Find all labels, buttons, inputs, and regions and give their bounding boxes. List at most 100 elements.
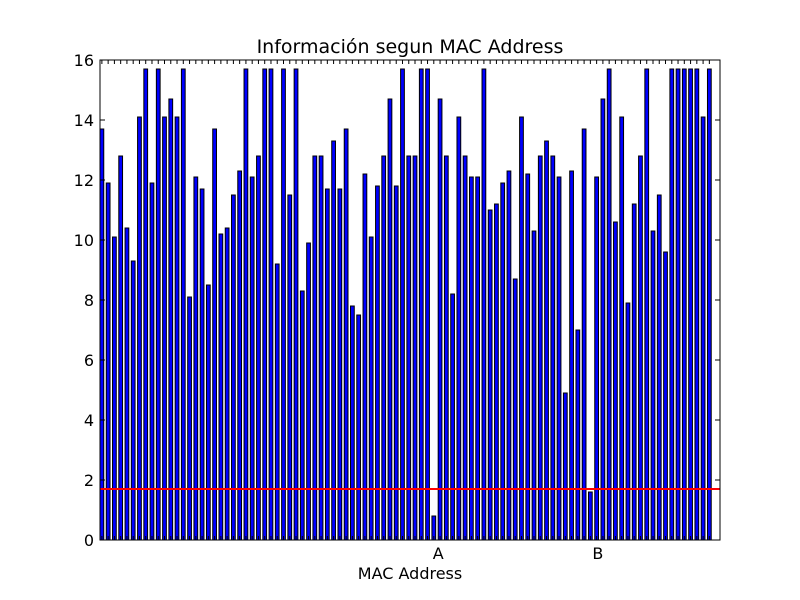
- bar-57: [456, 116, 462, 541]
- bar-33: [306, 242, 311, 541]
- bar-3: [118, 155, 124, 541]
- bar-59: [468, 176, 474, 541]
- bar-12: [174, 116, 180, 541]
- bar-11: [168, 98, 174, 541]
- bar-72: [550, 155, 556, 541]
- bar-10: [162, 116, 167, 541]
- bar-8: [149, 182, 155, 541]
- bar-70: [537, 155, 543, 541]
- bar-60: [475, 176, 481, 541]
- bar-40: [350, 305, 355, 541]
- y-tick-label-4: 4: [84, 411, 94, 430]
- bar-19: [218, 233, 224, 541]
- bar-15: [193, 176, 199, 541]
- bar-82: [613, 221, 618, 541]
- y-tick-label-16: 16: [74, 51, 94, 70]
- bar-48: [400, 68, 405, 541]
- bar-96: [700, 116, 706, 541]
- bar-2: [112, 236, 117, 541]
- bar-83: [619, 116, 625, 541]
- y-tick-label-8: 8: [84, 291, 94, 310]
- bar-67: [519, 116, 524, 541]
- bar-44: [375, 185, 380, 541]
- bar-35: [318, 155, 324, 541]
- bar-39: [343, 128, 349, 541]
- bar-38: [337, 188, 343, 541]
- bar-54: [437, 98, 443, 541]
- bar-41: [356, 314, 362, 541]
- bar-68: [525, 173, 531, 541]
- bar-58: [462, 155, 468, 541]
- bar-9: [155, 68, 161, 541]
- bar-55: [443, 155, 449, 541]
- bar-90: [663, 251, 668, 541]
- bar-36: [324, 188, 330, 541]
- bar-78: [587, 491, 593, 541]
- bar-6: [137, 116, 142, 541]
- y-axis: 0 2 4 6 8 10 12 14 16: [74, 51, 720, 550]
- bar-91: [669, 68, 675, 541]
- bar-43: [368, 236, 374, 541]
- bar-86: [638, 155, 643, 541]
- y-tick-label-0: 0: [84, 531, 94, 550]
- bar-51: [418, 68, 424, 541]
- bar-97: [706, 68, 712, 541]
- bar-24: [249, 176, 255, 541]
- bar-45: [381, 155, 387, 541]
- bar-87: [644, 68, 650, 541]
- y-tick-label-6: 6: [84, 351, 94, 370]
- chart-title: Información segun MAC Address: [257, 36, 564, 58]
- bar-56: [450, 293, 455, 541]
- y-tick-label-10: 10: [74, 231, 94, 250]
- bar-71: [544, 140, 549, 541]
- bars: [99, 68, 712, 541]
- bar-76: [575, 329, 581, 541]
- bar-20: [224, 227, 230, 541]
- bar-61: [481, 68, 487, 541]
- bar-16: [199, 188, 205, 541]
- bar-28: [274, 263, 280, 541]
- bar-32: [299, 290, 305, 541]
- bar-65: [506, 170, 512, 541]
- bar-29: [281, 68, 286, 541]
- bar-84: [625, 302, 631, 541]
- bar-73: [556, 176, 562, 541]
- bar-37: [331, 140, 336, 541]
- bar-47: [393, 185, 399, 541]
- bar-50: [412, 155, 418, 541]
- bar-25: [256, 155, 261, 541]
- y-tick-label-12: 12: [74, 171, 94, 190]
- y-tick-label-14: 14: [74, 111, 94, 130]
- bar-66: [512, 278, 518, 541]
- bar-46: [387, 98, 393, 541]
- bar-69: [531, 230, 537, 541]
- bar-80: [600, 98, 606, 541]
- bar-23: [243, 68, 249, 541]
- bar-31: [293, 68, 299, 541]
- bar-4: [124, 227, 130, 541]
- bar-94: [688, 68, 693, 541]
- x-axis-label: MAC Address: [358, 564, 462, 583]
- bar-95: [694, 68, 700, 541]
- x-tick-label-B: B: [592, 544, 603, 563]
- bar-88: [650, 230, 656, 541]
- bar-77: [581, 128, 587, 541]
- bar-74: [562, 392, 568, 541]
- bar-7: [143, 68, 149, 541]
- bar-52: [425, 68, 430, 541]
- bar-27: [268, 68, 274, 541]
- x-tick-label-A: A: [433, 544, 444, 563]
- bar-75: [569, 170, 574, 541]
- bar-49: [406, 155, 412, 541]
- bar-22: [237, 170, 243, 541]
- bar-1: [105, 182, 111, 541]
- bar-42: [362, 173, 368, 541]
- bar-62: [487, 209, 493, 541]
- bar-5: [130, 260, 136, 541]
- bar-14: [187, 296, 192, 541]
- bar-18: [212, 128, 217, 541]
- bar-93: [681, 68, 687, 541]
- bar-79: [594, 176, 600, 541]
